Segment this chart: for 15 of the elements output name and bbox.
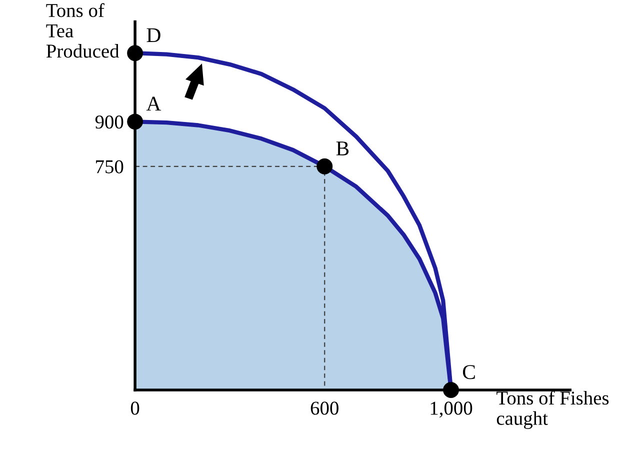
x-tick-label: 600: [310, 402, 338, 415]
y-tick-label: 900: [95, 115, 124, 129]
x-axis-title: Tons of Fishes caught: [496, 390, 609, 429]
annotation: A: [146, 96, 162, 111]
y-tick-label: 750: [96, 160, 124, 174]
point: [127, 114, 144, 130]
y-axis-title: Tons of Tea Produced: [46, 3, 120, 58]
annotation: C: [462, 365, 475, 380]
point: [443, 382, 459, 398]
annotation: B: [336, 142, 349, 156]
point: [127, 45, 144, 62]
x-tick-label: 0: [130, 402, 140, 415]
annotation: D: [146, 28, 160, 42]
x-tick-label: 1,000: [430, 402, 472, 418]
point: [316, 158, 333, 174]
